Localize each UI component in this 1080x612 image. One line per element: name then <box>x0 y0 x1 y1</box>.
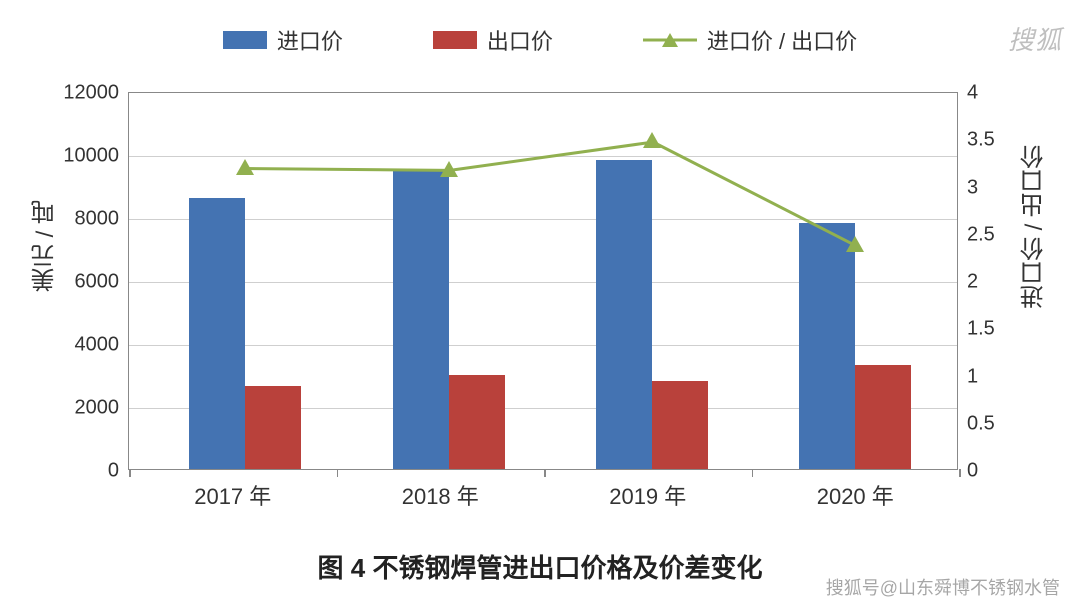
ratio-marker <box>440 161 458 177</box>
triangle-marker-icon <box>440 161 458 177</box>
triangle-marker-icon <box>846 236 864 252</box>
y-right-tick-label: 2 <box>957 271 978 294</box>
watermark-bottom: 搜狐号@山东舜博不锈钢水管 <box>826 574 1060 600</box>
chart-legend: 进口价 出口价 进口价 / 出口价 <box>0 24 1080 56</box>
legend-item-ratio: 进口价 / 出口价 <box>643 24 857 56</box>
y-axis-right-title: 进口价 / 出口价 <box>1017 145 1052 309</box>
ratio-line-segment <box>245 167 448 172</box>
legend-swatch-import <box>223 31 267 49</box>
triangle-marker-icon <box>662 33 678 47</box>
x-tick <box>959 469 961 477</box>
y-left-tick-label: 2000 <box>75 397 130 420</box>
y-left-tick-label: 10000 <box>63 145 129 168</box>
y-right-tick-label: 2.5 <box>957 223 995 246</box>
bar-import <box>393 170 449 469</box>
y-left-tick-label: 8000 <box>75 208 130 231</box>
y-left-tick-label: 0 <box>108 460 129 483</box>
bar-export <box>449 375 505 470</box>
ratio-marker <box>643 132 661 148</box>
bar-export <box>245 386 301 469</box>
y-right-tick-label: 3.5 <box>957 129 995 152</box>
ratio-marker <box>236 159 254 175</box>
legend-label-ratio: 进口价 / 出口价 <box>707 24 857 56</box>
y-right-tick-label: 3 <box>957 176 978 199</box>
bar-import <box>189 198 245 469</box>
y-axis-left-title: 美元 / 吨 <box>28 200 63 292</box>
legend-label-import: 进口价 <box>277 24 343 56</box>
y-right-tick-label: 0.5 <box>957 412 995 435</box>
x-category-label: 2020 年 <box>817 469 894 511</box>
legend-item-import: 进口价 <box>223 24 343 56</box>
triangle-marker-icon <box>643 132 661 148</box>
legend-item-export: 出口价 <box>433 24 553 56</box>
bar-import <box>799 223 855 469</box>
legend-label-export: 出口价 <box>487 24 553 56</box>
watermark-top: 搜狐 <box>1008 20 1062 57</box>
chart-plot-area: 02000400060008000100001200000.511.522.53… <box>128 92 958 470</box>
bar-export <box>652 381 708 469</box>
grid-line <box>129 219 957 220</box>
y-left-tick-label: 12000 <box>63 82 129 105</box>
triangle-marker-icon <box>236 159 254 175</box>
bar-import <box>596 160 652 469</box>
y-right-tick-label: 1 <box>957 365 978 388</box>
legend-swatch-export <box>433 31 477 49</box>
bar-export <box>855 365 911 469</box>
x-tick <box>544 469 546 477</box>
x-tick <box>129 469 131 477</box>
x-category-label: 2018 年 <box>402 469 479 511</box>
x-category-label: 2017 年 <box>194 469 271 511</box>
y-right-tick-label: 4 <box>957 82 978 105</box>
y-left-tick-label: 6000 <box>75 271 130 294</box>
x-category-label: 2019 年 <box>609 469 686 511</box>
ratio-marker <box>846 236 864 252</box>
y-right-tick-label: 1.5 <box>957 318 995 341</box>
x-tick <box>752 469 754 477</box>
y-left-tick-label: 4000 <box>75 334 130 357</box>
x-tick <box>337 469 339 477</box>
legend-swatch-ratio <box>643 31 697 49</box>
